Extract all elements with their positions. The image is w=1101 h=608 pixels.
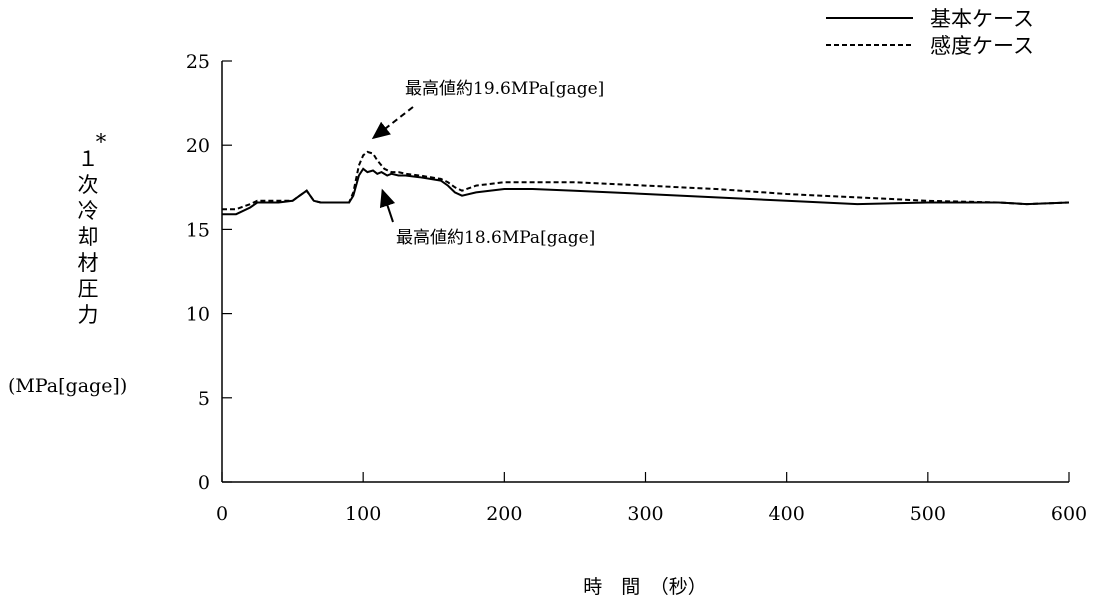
axes (221, 61, 1069, 483)
y-tick-label: 5 (198, 388, 210, 410)
x-tick-label: 500 (910, 503, 946, 525)
x-tick-label: 0 (216, 503, 228, 525)
x-tick-label: 600 (1051, 503, 1087, 525)
annotation-max-sensitivity: 最高値約19.6MPa[gage] (405, 79, 604, 99)
y-label-char: 力 (78, 303, 99, 327)
x-tick-label: 100 (345, 503, 381, 525)
y-axis-unit: (MPa[gage]) (8, 375, 127, 397)
legend-label-1: 感度ケース (930, 34, 1034, 58)
series-line-sensitivity-case (222, 150, 1070, 211)
y-tick-labels: 0 5 10 15 20 25 (186, 51, 232, 494)
y-label-char: 却 (78, 225, 99, 249)
y-tick-label: 0 (198, 472, 210, 494)
y-label-char: 冷 (78, 199, 99, 223)
y-label-char: 材 (78, 251, 99, 275)
y-tick-label: 20 (186, 135, 210, 157)
y-tick-label: 25 (186, 51, 210, 73)
y-tick-label: 15 (186, 219, 210, 241)
x-tick-label: 300 (627, 503, 663, 525)
x-tick-label: 400 (769, 503, 805, 525)
x-axis-label: 時 間 （秒） (583, 576, 707, 598)
y-label-marker: * (96, 130, 107, 154)
y-label-char: 圧 (78, 277, 99, 301)
y-label-char: 次 (78, 173, 99, 197)
y-tick-label: 10 (186, 304, 210, 326)
annotation-arrow-sensitivity (371, 106, 414, 140)
series-lines (222, 150, 1070, 216)
series-line-base-case (222, 167, 1070, 216)
annotation-max-base: 最高値約18.6MPa[gage] (396, 228, 595, 248)
x-tick-label: 200 (486, 503, 522, 525)
annotations: 最高値約19.6MPa[gage] 最高値約18.6MPa[gage] (371, 79, 604, 248)
legend-label-0: 基本ケース (930, 7, 1034, 31)
y-label-char: １ (78, 147, 99, 171)
x-tick-labels: 0 100 200 300 400 500 600 (216, 472, 1087, 525)
annotation-arrow-base (379, 188, 396, 223)
